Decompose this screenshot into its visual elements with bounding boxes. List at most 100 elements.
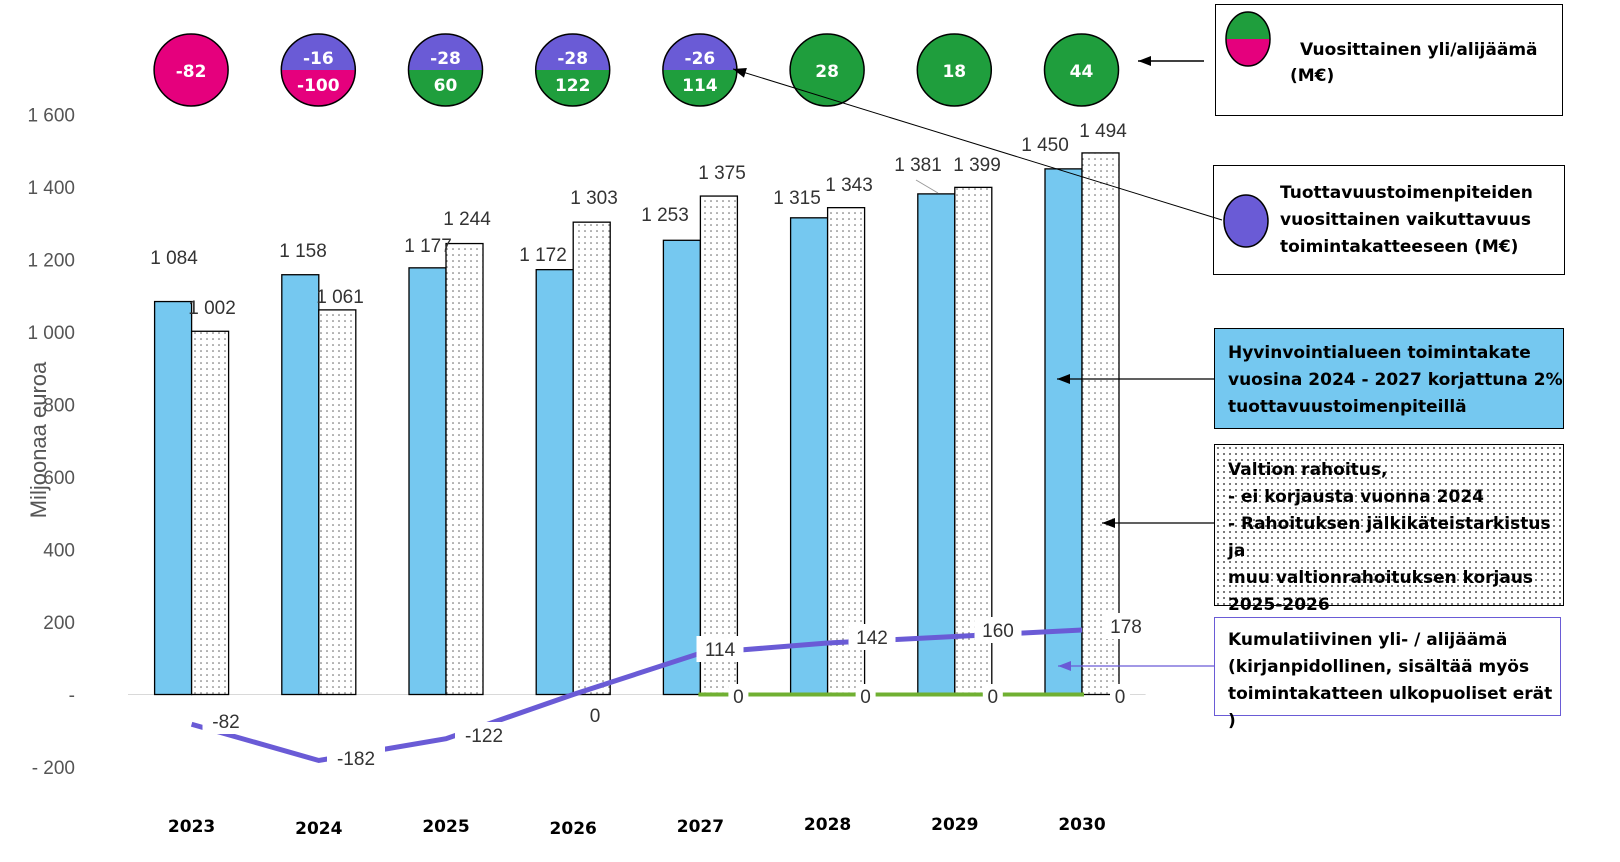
bar-valtion-rahoitus bbox=[954, 186, 993, 696]
legend-valtion-line1: Valtion rahoitus, bbox=[1228, 460, 1388, 480]
annual-circle-fill bbox=[153, 33, 229, 107]
arrow-kumulatiivinen bbox=[1058, 661, 1214, 671]
bar-valtion-rahoitus bbox=[572, 221, 611, 696]
legend-valtion-line3: - Rahoituksen jälkikäteistarkistus ja bbox=[1228, 514, 1551, 561]
y-tick-label: 1 600 bbox=[27, 106, 75, 127]
arrow-head bbox=[1102, 518, 1115, 528]
cumulative-label-bg bbox=[327, 745, 385, 771]
legend-valtion-line5: 2025-2026 bbox=[1228, 595, 1330, 615]
arrow-head bbox=[1138, 56, 1151, 66]
legend-toimintakate-line3: tuottavuustoimenpiteillä bbox=[1228, 397, 1467, 417]
bar-toimintakate bbox=[153, 300, 193, 696]
x-tick-label: 2030 bbox=[1058, 815, 1105, 835]
bar-valtion-rahoitus bbox=[699, 195, 739, 696]
annual-circle: 28 bbox=[789, 33, 865, 107]
annual-value: 28 bbox=[815, 62, 839, 82]
x-tick-label: 2025 bbox=[422, 817, 469, 837]
y-tick-label: 800 bbox=[43, 396, 75, 417]
annual-circle-fill bbox=[789, 33, 865, 107]
x-tick-label: 2024 bbox=[295, 819, 342, 839]
arrow-head bbox=[1057, 374, 1070, 384]
bar-toimintakate bbox=[408, 267, 447, 696]
annual-value: 44 bbox=[1070, 62, 1094, 82]
y-tick-label: 600 bbox=[43, 468, 75, 489]
cumulative-label-bg bbox=[202, 708, 250, 734]
annual-circle-fill bbox=[916, 33, 993, 107]
cumulative-label: -82 bbox=[212, 712, 239, 733]
bar-label-valtion-rahoitus: 1 343 bbox=[825, 175, 873, 196]
annual-circle: 44 bbox=[1043, 33, 1120, 107]
legend-kumulatiivinen-line1: Kumulatiivinen yli- / alijäämä bbox=[1228, 630, 1508, 650]
legend-toimintakate-line1: Hyvinvointialueen toimintakate bbox=[1228, 343, 1531, 363]
bar-valtion-rahoitus bbox=[190, 330, 230, 696]
legend-productivity-icon bbox=[1223, 194, 1269, 248]
y-tick-label: 1 200 bbox=[27, 251, 75, 272]
bar-toimintakate bbox=[535, 268, 574, 696]
bar-label-valtion-rahoitus: 1 375 bbox=[698, 163, 746, 184]
zero-label-bg bbox=[982, 684, 1003, 706]
annual-circle-outline bbox=[534, 33, 611, 107]
legend-annual-box: Vuosittainen yli/alijäämä (M€) bbox=[1215, 4, 1563, 116]
cumulative-label: 0 bbox=[590, 706, 601, 727]
legend-annual-line1: Vuosittainen yli/alijäämä bbox=[1300, 40, 1538, 60]
annual-productivity-value: -28 bbox=[557, 49, 588, 69]
bar-valtion-rahoitus bbox=[826, 207, 866, 696]
bar-label-toimintakate: 1 315 bbox=[773, 188, 821, 209]
legend-toimintakate-box: Hyvinvointialueen toimintakate vuosina 2… bbox=[1214, 328, 1564, 429]
bar-label-valtion-rahoitus: 1 303 bbox=[570, 188, 618, 209]
x-tick-label: 2028 bbox=[804, 815, 851, 835]
legend-productivity-line2: vuosittainen vaikuttavuus bbox=[1280, 210, 1531, 230]
zero-label: 0 bbox=[733, 687, 744, 708]
annual-circle: -82 bbox=[153, 33, 229, 107]
bar-label-toimintakate: 1 381 bbox=[894, 155, 942, 176]
arrow-line bbox=[732, 68, 1223, 221]
bar-toimintakate bbox=[281, 274, 320, 696]
cumulative-label: 178 bbox=[1110, 617, 1142, 638]
bar-label-valtion-rahoitus: 1 061 bbox=[316, 287, 364, 308]
y-tick-label: 1 000 bbox=[27, 323, 75, 344]
bar-label-valtion-rahoitus: 1 494 bbox=[1079, 121, 1127, 142]
legend-valtion-line2: - ei korjausta vuonna 2024 bbox=[1228, 487, 1484, 507]
annual-circle-outline bbox=[280, 33, 357, 107]
legend-kumulatiivinen-box: Kumulatiivinen yli- / alijäämä (kirjanpi… bbox=[1214, 617, 1561, 731]
y-tick-label: - bbox=[69, 686, 75, 707]
annual-balance-value: -100 bbox=[297, 76, 340, 96]
y-tick-label: 200 bbox=[43, 613, 75, 634]
zero-label: 0 bbox=[860, 687, 871, 708]
annual-balance-value: 122 bbox=[555, 76, 591, 96]
cumulative-label: 114 bbox=[705, 640, 736, 661]
leader-line bbox=[915, 179, 939, 194]
annual-productivity-value: -16 bbox=[303, 49, 334, 69]
bar-toimintakate bbox=[1044, 168, 1083, 696]
legend-productivity-line3: toimintakatteeseen (M€) bbox=[1280, 237, 1519, 257]
bar-toimintakate bbox=[662, 239, 702, 696]
zero-label: 0 bbox=[988, 687, 999, 708]
bar-label-toimintakate: 1 084 bbox=[150, 248, 198, 269]
arrow-head bbox=[733, 68, 747, 78]
bar-label-valtion-rahoitus: 1 399 bbox=[953, 155, 1001, 176]
bar-valtion-rahoitus bbox=[1081, 152, 1120, 696]
arrow-toimintakate bbox=[1057, 374, 1214, 384]
legend-productivity-box: Tuottavuustoimenpiteiden vuosittainen va… bbox=[1213, 165, 1565, 275]
bar-label-toimintakate: 1 253 bbox=[641, 205, 689, 226]
zero-label: 0 bbox=[1115, 687, 1126, 708]
annual-value: 18 bbox=[942, 62, 966, 82]
x-tick-label: 2029 bbox=[931, 815, 978, 835]
arrow-valtion bbox=[1102, 518, 1214, 528]
cumulative-label: 142 bbox=[856, 628, 888, 649]
annual-circle-outline bbox=[407, 33, 484, 107]
annual-circle: 18 bbox=[916, 33, 993, 107]
cumulative-label-bg bbox=[1102, 613, 1150, 639]
zero-label-bg bbox=[855, 684, 876, 706]
y-axis-title: Miljoonaa euroa bbox=[26, 361, 51, 518]
cumulative-label-bg bbox=[974, 617, 1022, 643]
annual-circle: -16 -100 bbox=[280, 33, 357, 107]
arrow-productivity bbox=[732, 68, 1223, 221]
x-tick-label: 2026 bbox=[550, 819, 597, 839]
annual-circle-fill bbox=[1043, 33, 1120, 107]
arrow-head bbox=[1058, 661, 1071, 671]
